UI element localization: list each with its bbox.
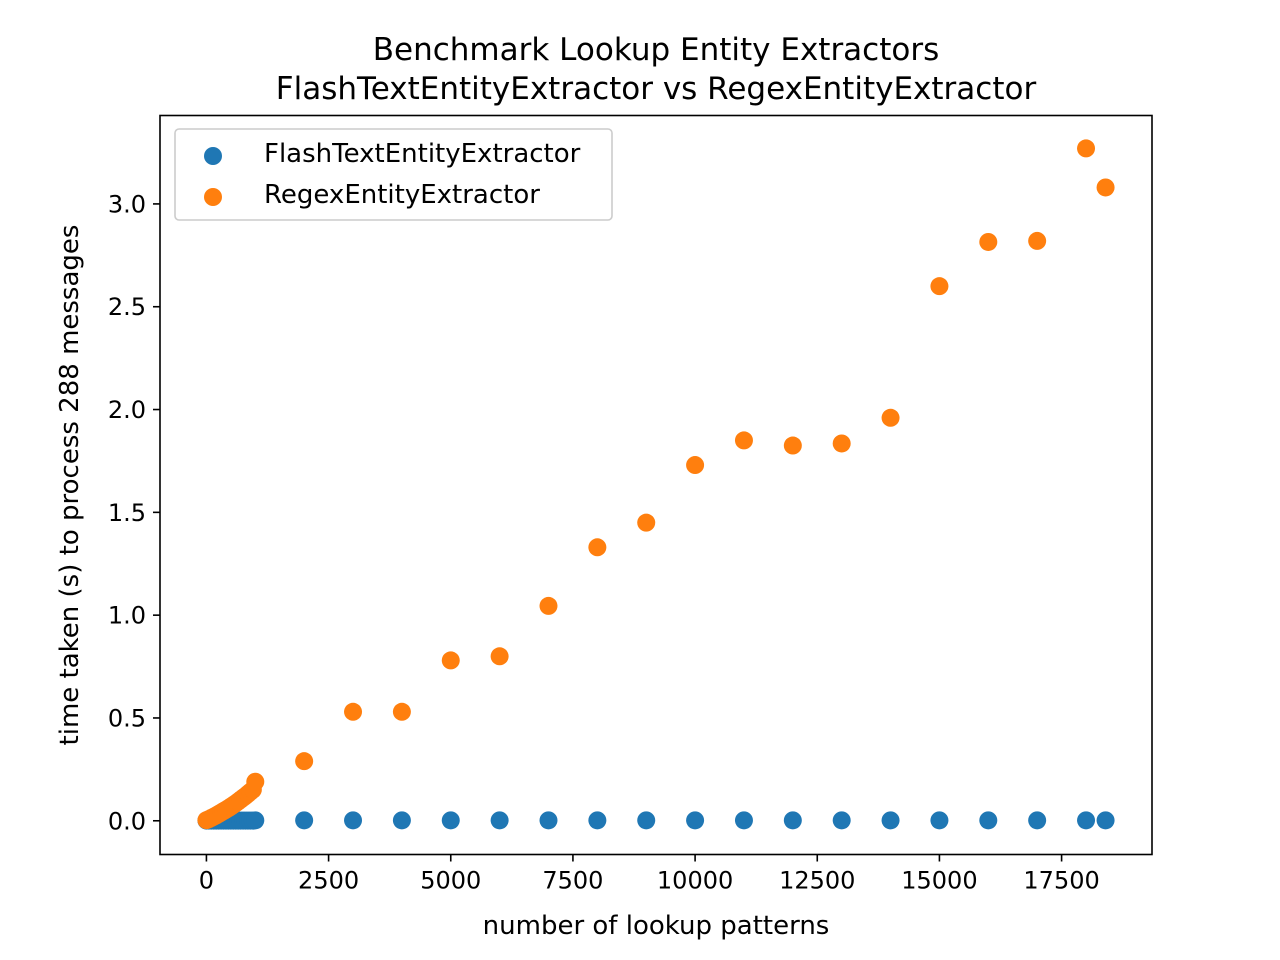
- legend: FlashTextEntityExtractor RegexEntityExtr…: [174, 128, 613, 221]
- x-tick-label: 2500: [298, 867, 359, 895]
- data-point-regex: [832, 434, 851, 453]
- data-point-flashtext: [441, 811, 460, 830]
- x-axis-ticks: 0 2500 5000 7500 10000 12500 15000 17500: [199, 854, 1100, 895]
- data-point-regex: [979, 232, 998, 251]
- y-tick-label: 0.0: [108, 807, 146, 835]
- data-point-flashtext: [392, 811, 411, 830]
- data-point-regex: [734, 431, 753, 450]
- data-point-regex: [246, 772, 265, 791]
- data-points: [197, 139, 1115, 830]
- data-point-flashtext: [1028, 811, 1047, 830]
- data-point-flashtext: [783, 811, 802, 830]
- data-point-regex: [344, 702, 363, 721]
- plot-frame: [159, 114, 1153, 856]
- chart-title: Benchmark Lookup Entity Extractors: [373, 32, 940, 68]
- data-point-flashtext: [979, 811, 998, 830]
- data-point-regex: [637, 513, 656, 532]
- legend-marker-flashtext: [204, 147, 222, 165]
- legend-label-flashtext: FlashTextEntityExtractor: [264, 139, 581, 169]
- data-point-flashtext: [490, 811, 509, 830]
- data-point-regex: [295, 752, 314, 771]
- data-point-flashtext: [637, 811, 656, 830]
- x-tick-label: 17500: [1023, 867, 1099, 895]
- data-point-flashtext: [832, 811, 851, 830]
- data-point-flashtext: [246, 811, 265, 830]
- y-tick-label: 1.0: [108, 602, 146, 630]
- data-point-regex: [588, 538, 607, 557]
- chart-subtitle: FlashTextEntityExtractor vs RegexEntityE…: [276, 71, 1037, 107]
- x-tick-label: 0: [199, 867, 214, 895]
- data-point-flashtext: [734, 811, 753, 830]
- data-point-flashtext: [344, 811, 363, 830]
- y-axis-ticks: 0.0 0.5 1.0 1.5 2.0 2.5 3.0: [108, 190, 160, 835]
- data-point-regex: [930, 277, 949, 296]
- y-tick-label: 2.0: [108, 396, 146, 424]
- data-point-regex: [783, 436, 802, 455]
- data-point-flashtext: [1077, 811, 1096, 830]
- x-tick-label: 5000: [420, 867, 481, 895]
- legend-marker-regex: [204, 188, 222, 206]
- legend-label-regex: RegexEntityExtractor: [264, 180, 540, 210]
- data-point-flashtext: [588, 811, 607, 830]
- y-tick-label: 0.5: [108, 704, 146, 732]
- y-tick-label: 2.5: [108, 293, 146, 321]
- data-point-regex: [392, 702, 411, 721]
- y-tick-label: 1.5: [108, 499, 146, 527]
- data-point-regex: [441, 651, 460, 670]
- data-point-flashtext: [881, 811, 900, 830]
- x-tick-label: 15000: [901, 867, 977, 895]
- data-point-flashtext: [539, 811, 558, 830]
- data-point-flashtext: [930, 811, 949, 830]
- x-tick-label: 7500: [542, 867, 603, 895]
- data-point-regex: [881, 408, 900, 427]
- legend-box: [174, 128, 613, 221]
- x-axis-label: number of lookup patterns: [483, 911, 830, 941]
- x-tick-label: 10000: [657, 867, 733, 895]
- y-axis-label: time taken (s) to process 288 messages: [55, 225, 85, 746]
- data-point-regex: [1028, 231, 1047, 250]
- data-point-regex: [539, 596, 558, 615]
- data-point-regex: [1096, 178, 1115, 197]
- data-point-flashtext: [686, 811, 705, 830]
- data-point-flashtext: [1096, 811, 1115, 830]
- x-tick-label: 12500: [779, 867, 855, 895]
- data-point-regex: [686, 456, 705, 475]
- data-point-regex: [490, 647, 509, 666]
- y-tick-label: 3.0: [108, 190, 146, 218]
- data-point-flashtext: [295, 811, 314, 830]
- data-point-regex: [1077, 139, 1096, 158]
- plot-area: [160, 115, 1152, 855]
